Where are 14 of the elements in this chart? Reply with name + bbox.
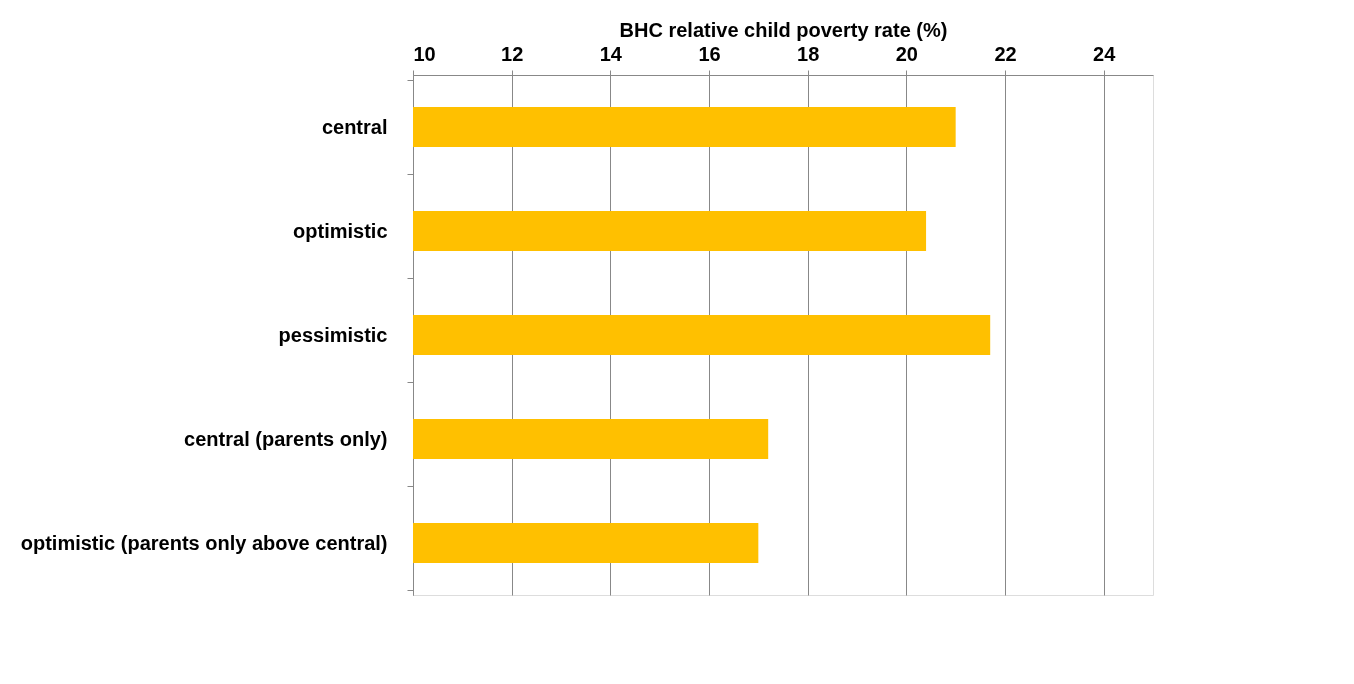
x-tick-label: 10 <box>413 42 436 65</box>
x-tick-label: 18 <box>797 42 820 65</box>
x-tick-label: 22 <box>994 42 1017 65</box>
x-axis-title: BHC relative child poverty rate (%) <box>619 18 948 41</box>
y-tick-label: pessimistic <box>278 323 388 346</box>
x-tick-label: 14 <box>599 42 623 65</box>
x-tick-label: 20 <box>895 42 918 65</box>
x-tick-label: 12 <box>501 42 524 65</box>
y-tick-label: central (parents only) <box>184 427 388 450</box>
y-tick-label: optimistic <box>293 219 388 242</box>
x-tick-label: 16 <box>698 42 721 65</box>
y-tick-label: central <box>321 115 388 138</box>
x-tick-label: 24 <box>1093 42 1117 65</box>
y-tick-label: optimistic (parents only above central) <box>20 531 388 554</box>
